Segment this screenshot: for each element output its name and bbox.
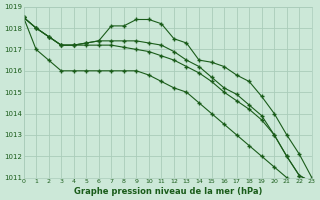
X-axis label: Graphe pression niveau de la mer (hPa): Graphe pression niveau de la mer (hPa) — [74, 187, 262, 196]
